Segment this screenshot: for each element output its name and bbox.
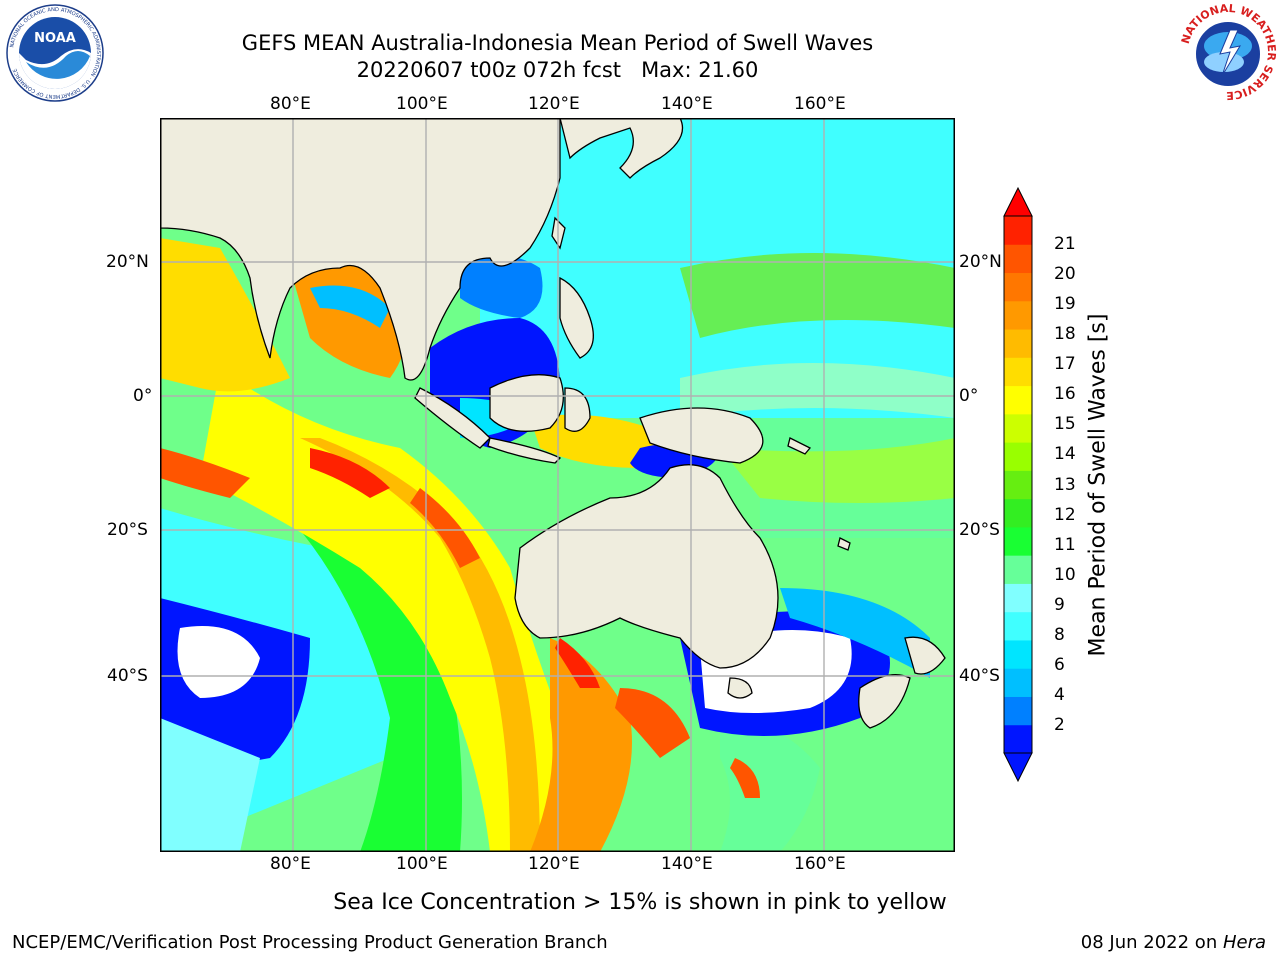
map-frame	[160, 118, 955, 852]
colorbar-tick-label: 13	[1054, 474, 1076, 495]
noaa-logo: NOAA NATIONAL OCEANIC AND ATMOSPHERIC AD…	[6, 4, 104, 102]
colorbar-segment	[1004, 385, 1032, 415]
colorbar-segment	[1004, 244, 1032, 274]
lon-label-bottom-80: 80°E	[270, 854, 311, 874]
lat-label-right-0: 0°	[959, 386, 979, 406]
colorbar-tick-label: 12	[1054, 504, 1076, 525]
colorbar-segment	[1004, 555, 1032, 584]
colorbar-segment	[1004, 696, 1032, 726]
lon-label-bottom-100: 100°E	[396, 854, 448, 874]
lat-label-left-40s: 40°S	[107, 666, 148, 686]
footer-date-text: 08 Jun 2022 on	[1080, 932, 1223, 953]
colorbar-segment	[1004, 357, 1032, 387]
lat-label-left-20s: 20°S	[107, 520, 148, 540]
lat-label-left-20n: 20°N	[106, 252, 149, 272]
map-subtitle: 20220607 t00z 072h fcst Max: 21.60	[356, 58, 759, 82]
colorbar-tick-label: 15	[1054, 414, 1076, 435]
colorbar-tick-label: 2	[1054, 714, 1065, 735]
colorbar-segment	[1004, 442, 1032, 471]
map-title: GEFS MEAN Australia-Indonesia Mean Perio…	[241, 31, 874, 55]
lon-label-top-160: 160°E	[794, 94, 846, 114]
colorbar-tick-label: 17	[1054, 354, 1076, 375]
colorbar-tick-label: 16	[1054, 384, 1076, 405]
colorbar-segment	[1004, 272, 1032, 302]
colorbar-segment	[1004, 470, 1032, 500]
lat-label-right-40s: 40°S	[959, 666, 1000, 686]
noaa-text: NOAA	[34, 31, 76, 46]
colorbar-segment	[1004, 413, 1032, 443]
footer-host: Hera	[1222, 932, 1266, 953]
colorbar	[1003, 186, 1033, 783]
nws-logo: NATIONAL WEATHER SERVICE	[1179, 2, 1278, 102]
new-zealand	[904, 636, 946, 675]
colorbar-segment	[1004, 498, 1032, 528]
colorbar-tick-label: 19	[1054, 294, 1076, 315]
colorbar-segment	[1004, 724, 1032, 754]
colorbar-tick-label: 10	[1054, 564, 1076, 585]
lon-label-bottom-140: 140°E	[661, 854, 713, 874]
footer-org: NCEP/EMC/Verification Post Processing Pr…	[12, 932, 608, 953]
asia-landmass	[160, 118, 561, 381]
colorbar-segment	[1004, 329, 1032, 358]
colorbar-segment	[1004, 639, 1032, 669]
australia	[514, 464, 779, 669]
colorbar-segment	[1004, 668, 1032, 697]
footer-date: 08 Jun 2022 on Hera	[1081, 932, 1266, 953]
colorbar-tick-label: 21	[1054, 234, 1076, 255]
colorbar-segment	[1004, 300, 1032, 330]
colorbar-tick-label: 11	[1054, 534, 1076, 555]
lon-label-top-140: 140°E	[661, 94, 713, 114]
lon-label-top-120: 120°E	[528, 94, 580, 114]
borneo	[489, 374, 564, 432]
colorbar-tick-label: 4	[1054, 684, 1065, 705]
colorbar-segment	[1004, 611, 1032, 641]
colorbar-segment	[1004, 216, 1032, 245]
colorbar-segment	[1004, 526, 1032, 556]
ice-mask-west	[177, 626, 260, 698]
swell-period-map	[160, 118, 955, 852]
colorbar-tick-label: 8	[1054, 624, 1065, 645]
colorbar-tick-label: 9	[1054, 594, 1065, 615]
colorbar-label: Mean Period of Swell Waves [s]	[1085, 313, 1111, 657]
colorbar-tick-label: 6	[1054, 654, 1065, 675]
landmasses	[160, 118, 946, 729]
colorbar-tick-label: 14	[1054, 444, 1076, 465]
lat-label-left-0: 0°	[133, 386, 153, 406]
lon-label-bottom-160: 160°E	[794, 854, 846, 874]
new-guinea	[639, 407, 764, 464]
colorbar-tick-label: 18	[1054, 324, 1076, 345]
lon-label-top-100: 100°E	[396, 94, 448, 114]
lon-label-top-80: 80°E	[270, 94, 311, 114]
sea-ice-caption: Sea Ice Concentration > 15% is shown in …	[333, 890, 947, 915]
graticule	[160, 118, 955, 852]
colorbar-tick-label: 20	[1054, 264, 1076, 285]
lat-label-right-20s: 20°S	[959, 520, 1000, 540]
lon-label-bottom-120: 120°E	[528, 854, 580, 874]
lat-label-right-20n: 20°N	[959, 252, 1002, 272]
colorbar-segment	[1004, 583, 1032, 613]
